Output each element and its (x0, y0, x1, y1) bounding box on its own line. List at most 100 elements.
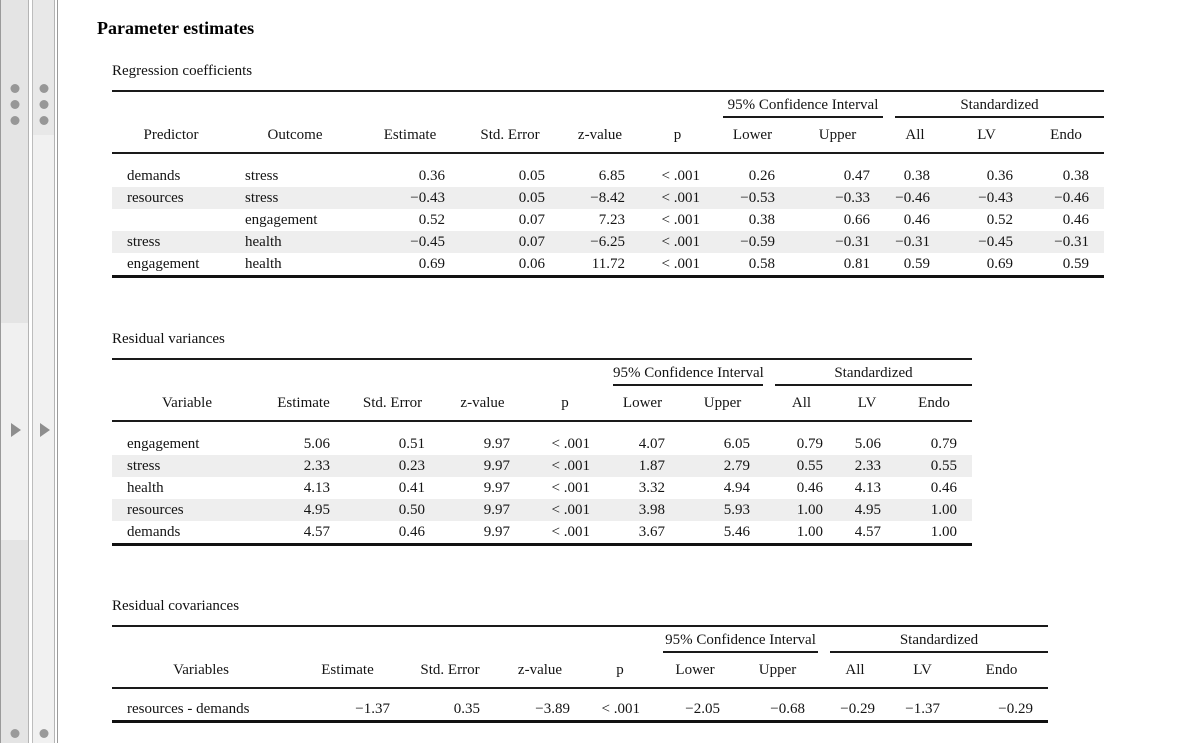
value-cell: 0.46 (796, 479, 823, 496)
row-label-cell: health (230, 231, 360, 253)
column-header: Lower (655, 653, 735, 689)
row-label-cell: engagement (127, 435, 200, 452)
value-cell: 4.94 (723, 479, 750, 496)
value-cell: 0.79 (930, 435, 957, 452)
column-header: z-value (560, 118, 640, 154)
value-cell: 0.07 (460, 231, 560, 253)
residual-covariances-table: 95% Confidence Interval Standardized Varia… (112, 625, 1048, 723)
value-cell: 9.97 (440, 455, 525, 477)
residual-covariances-section: Residual covariances 95% Confidence Inte… (112, 598, 1048, 723)
dot-icon[interactable] (10, 729, 19, 738)
table-caption: Residual variances (112, 331, 225, 347)
value-cell: < .001 (551, 479, 590, 496)
panel-splitter-left[interactable] (0, 0, 29, 743)
value-cell: 0.79 (796, 435, 823, 452)
row-label-cell: resources (112, 187, 230, 209)
column-header: Std. Error (345, 386, 440, 422)
value-cell: 2.33 (838, 455, 896, 477)
panel-splitter-right[interactable] (32, 0, 55, 743)
value-cell: 0.41 (398, 479, 425, 496)
column-header: Predictor (112, 118, 230, 154)
value-cell: 4.95 (838, 499, 896, 521)
drag-dots-icon[interactable] (10, 84, 19, 132)
value-cell: −0.43 (945, 187, 1028, 209)
value-cell: −8.42 (560, 187, 640, 209)
value-cell: 0.05 (460, 187, 560, 209)
value-cell: < .001 (525, 499, 605, 521)
table-row: engagement 0.52 0.07 7.23 < .001 0.38 0.66 0.46… (112, 209, 1104, 231)
value-cell: 4.07 (638, 435, 665, 452)
row-label-cell: resources - demands (127, 700, 250, 717)
value-cell: −0.29 (998, 700, 1033, 717)
value-cell: −2.05 (685, 700, 720, 717)
value-cell: −0.31 (885, 231, 945, 253)
span-header-label: 95% Confidence Interval (663, 632, 818, 653)
value-cell: 5.46 (723, 523, 750, 540)
value-cell: < .001 (661, 167, 700, 184)
drag-dots-icon[interactable] (39, 84, 48, 132)
row-label-cell: stress (112, 455, 262, 477)
value-cell: 2.33 (262, 455, 345, 477)
value-cell: 4.13 (303, 479, 330, 496)
row-label-cell: stress (245, 167, 279, 184)
span-header-cell: Standardized (765, 359, 972, 386)
span-header-cell: Standardized (820, 626, 1048, 653)
column-header: Upper (790, 118, 885, 154)
column-header: p (585, 653, 655, 689)
value-cell: < .001 (661, 255, 700, 272)
value-cell: 0.46 (398, 523, 425, 540)
column-header: Variables (112, 653, 290, 689)
row-label-cell: demands (127, 167, 181, 184)
table-row: demands 4.57 0.46 9.97 < .001 3.67 5.46 1.00 4.5… (112, 521, 972, 545)
column-header: p (525, 386, 605, 422)
value-cell: < .001 (640, 187, 715, 209)
value-cell: 0.07 (518, 211, 545, 228)
value-cell: 0.38 (903, 167, 930, 184)
value-cell: 4.57 (854, 523, 881, 540)
value-cell: 1.00 (796, 523, 823, 540)
value-cell: 3.67 (638, 523, 665, 540)
column-header: z-value (495, 653, 585, 689)
table-row: stress 2.33 0.23 9.97 < .001 1.87 2.79 0.55 2.33… (112, 455, 972, 477)
column-header: z-value (440, 386, 525, 422)
dot-icon[interactable] (39, 729, 48, 738)
value-cell: < .001 (640, 231, 715, 253)
value-cell: 7.23 (598, 211, 625, 228)
value-cell: 0.55 (896, 455, 972, 477)
value-cell: 0.58 (748, 255, 775, 272)
value-cell: 0.36 (418, 167, 445, 184)
value-cell: < .001 (551, 435, 590, 452)
value-cell: 1.87 (605, 455, 680, 477)
column-header: All (820, 653, 890, 689)
value-cell: −0.31 (790, 231, 885, 253)
table-row: health 4.13 0.41 9.97 < .001 3.32 4.94 0.46 4.13… (112, 477, 972, 499)
value-cell: < .001 (661, 211, 700, 228)
value-cell: 11.72 (591, 255, 625, 272)
table-row: engagement health 0.69 0.06 11.72 < .001 0.58 0… (112, 253, 1104, 277)
value-cell: 0.81 (843, 255, 870, 272)
splitter-track-segment[interactable] (33, 0, 54, 135)
value-cell: −0.43 (360, 187, 460, 209)
value-cell: 0.46 (903, 211, 930, 228)
triangle-right-icon[interactable] (39, 423, 50, 437)
column-header: Endo (896, 386, 972, 422)
column-header: Lower (715, 118, 790, 154)
value-cell: 5.06 (854, 435, 881, 452)
value-cell: 0.06 (518, 255, 545, 272)
row-label-cell: demands (127, 523, 181, 540)
value-cell: 9.97 (483, 523, 510, 540)
value-cell: 9.97 (483, 435, 510, 452)
column-header: All (885, 118, 945, 154)
column-header: LV (838, 386, 896, 422)
value-cell: 0.52 (418, 211, 445, 228)
value-cell: 4.95 (262, 499, 345, 521)
triangle-right-icon[interactable] (10, 423, 21, 437)
span-header-spacer (112, 359, 605, 386)
column-header: LV (945, 118, 1028, 154)
value-cell: 3.32 (638, 479, 665, 496)
value-cell: 2.79 (680, 455, 765, 477)
value-cell: 0.59 (1062, 255, 1089, 272)
header-gap (112, 421, 972, 433)
table-row: resources stress −0.43 0.05 −8.42 < .001 −0.53… (112, 187, 1104, 209)
column-header: Endo (955, 653, 1048, 689)
